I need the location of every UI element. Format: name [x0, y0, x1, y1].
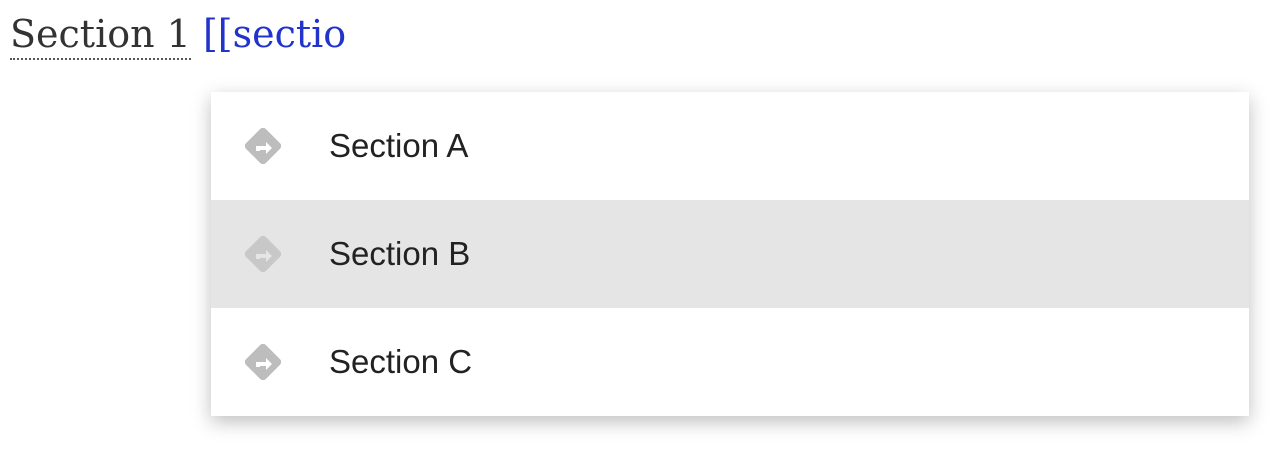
- autocomplete-menu: Section A Section B Section C: [211, 92, 1249, 416]
- menu-item-section-a[interactable]: Section A: [211, 92, 1249, 200]
- menu-item-section-c[interactable]: Section C: [211, 308, 1249, 416]
- direction-sign-icon: [241, 232, 285, 276]
- typed-text: [[sectio: [202, 12, 347, 56]
- menu-item-label: Section C: [329, 343, 473, 380]
- section-link[interactable]: Section 1: [10, 12, 191, 60]
- direction-sign-icon: [241, 340, 285, 384]
- menu-item-label: Section A: [329, 127, 469, 164]
- menu-item-label: Section B: [329, 235, 471, 272]
- editor-line[interactable]: Section 1 [[sectio: [10, 12, 347, 60]
- direction-sign-icon: [241, 124, 285, 168]
- menu-item-section-b[interactable]: Section B: [211, 200, 1249, 308]
